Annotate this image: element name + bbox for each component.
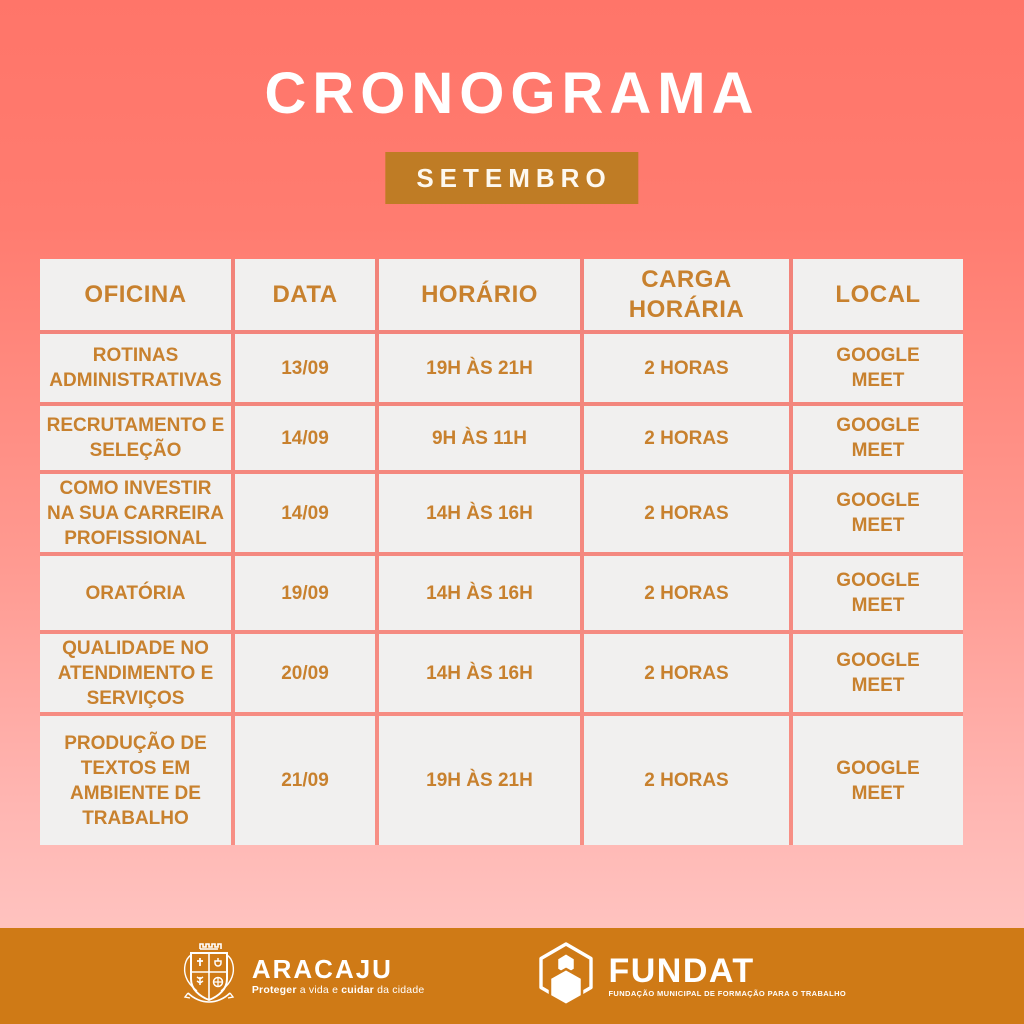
cell-oficina: COMO INVESTIR NA SUA CARREIRA PROFISSION…	[40, 474, 231, 552]
cell-oficina: ROTINAS ADMINISTRATIVAS	[40, 334, 231, 402]
cell-carga-horaria: 2 HORAS	[584, 556, 789, 630]
cell-carga-horaria: 2 HORAS	[584, 334, 789, 402]
cell-local: GOOGLE MEET	[793, 634, 963, 712]
cell-data: 14/09	[235, 406, 375, 470]
column-header-data: DATA	[235, 259, 375, 330]
cell-data: 21/09	[235, 716, 375, 845]
cell-local: GOOGLE MEET	[793, 556, 963, 630]
cell-local: GOOGLE MEET	[793, 474, 963, 552]
column-header-carga-horaria: CARGA HORÁRIA	[584, 259, 789, 330]
column-header-horario: HORÁRIO	[379, 259, 580, 330]
cell-carga-horaria: 2 HORAS	[584, 474, 789, 552]
cell-local: GOOGLE MEET	[793, 716, 963, 845]
cell-local: GOOGLE MEET	[793, 334, 963, 402]
cell-horario: 9H ÀS 11H	[379, 406, 580, 470]
cell-horario: 19H ÀS 21H	[379, 716, 580, 845]
cell-carga-horaria: 2 HORAS	[584, 406, 789, 470]
schedule-table: OFICINA DATA HORÁRIO CARGA HORÁRIA LOCAL…	[40, 259, 963, 845]
fundat-logo: FUNDAT FUNDAÇÃO MUNICIPAL DE FORMAÇÃO PA…	[536, 941, 846, 1012]
cell-oficina: RECRUTAMENTO E SELEÇÃO	[40, 406, 231, 470]
column-header-local: LOCAL	[793, 259, 963, 330]
aracaju-tagline: Proteger a vida e cuidar da cidade	[251, 984, 425, 996]
cell-local: GOOGLE MEET	[793, 406, 963, 470]
aracaju-logo: ARACAJU Proteger a vida e cuidar da cida…	[178, 941, 425, 1012]
cell-data: 14/09	[235, 474, 375, 552]
cell-horario: 19H ÀS 21H	[379, 334, 580, 402]
fundat-tagline: FUNDAÇÃO MUNICIPAL DE FORMAÇÃO PARA O TR…	[608, 988, 847, 998]
cell-horario: 14H ÀS 16H	[379, 556, 580, 630]
column-header-oficina: OFICINA	[40, 259, 231, 330]
cell-horario: 14H ÀS 16H	[379, 634, 580, 712]
fundat-wordmark: FUNDAT	[608, 951, 755, 990]
footer-bar: ARACAJU Proteger a vida e cuidar da cida…	[0, 928, 1024, 1024]
month-badge: SETEMBRO	[385, 152, 639, 204]
fundat-hexagon-person-icon	[536, 941, 596, 1012]
aracaju-crest-icon	[178, 941, 240, 1012]
cell-horario: 14H ÀS 16H	[379, 474, 580, 552]
page-title: CRONOGRAMA	[264, 61, 760, 126]
cell-oficina: ORATÓRIA	[40, 556, 231, 630]
cell-carga-horaria: 2 HORAS	[584, 634, 789, 712]
cell-data: 19/09	[235, 556, 375, 630]
cell-carga-horaria: 2 HORAS	[584, 716, 789, 845]
cell-data: 13/09	[235, 334, 375, 402]
cell-oficina: QUALIDADE NO ATENDIMENTO E SERVIÇOS	[40, 634, 231, 712]
aracaju-wordmark: ARACAJU	[251, 954, 393, 984]
cell-oficina: PRODUÇÃO DE TEXTOS EM AMBIENTE DE TRABAL…	[40, 716, 231, 845]
cell-data: 20/09	[235, 634, 375, 712]
